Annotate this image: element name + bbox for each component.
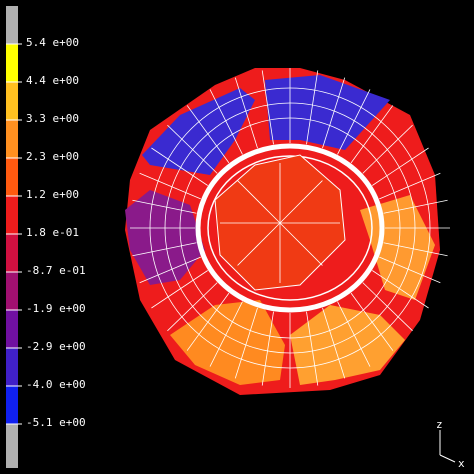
band: [6, 234, 18, 272]
mesh-line: [151, 270, 208, 309]
mesh-line: [167, 282, 218, 332]
ring: [207, 155, 373, 301]
band: [6, 6, 18, 44]
patch: [360, 195, 435, 300]
band: [6, 158, 18, 196]
mesh-line: [379, 256, 441, 284]
mesh-line: [337, 89, 371, 155]
mesh-line: [383, 199, 448, 214]
legend-label: -1.9 e+00: [26, 302, 86, 315]
mesh-line: [372, 147, 429, 186]
mesh-line: [337, 301, 371, 367]
band: [6, 82, 18, 120]
mesh-line: [322, 307, 346, 379]
color-bar: [6, 6, 18, 468]
legend-label: -5.1 e+00: [26, 416, 86, 429]
mesh: [130, 68, 450, 388]
mesh-ring: [179, 117, 401, 339]
patch: [265, 75, 390, 150]
axis-label: x: [458, 457, 465, 470]
legend-label: -4.0 e+00: [26, 378, 86, 391]
axis-line: [439, 454, 456, 463]
band: [6, 348, 18, 386]
band: [6, 310, 18, 348]
mesh-line: [139, 256, 201, 284]
legend-label: 2.3 e+00: [26, 150, 79, 163]
mesh-line: [139, 172, 201, 200]
mesh-line: [279, 222, 323, 266]
mesh-line: [383, 242, 448, 257]
legend-label: -8.7 e-01: [26, 264, 86, 277]
patch: [142, 88, 255, 175]
mesh-line: [379, 172, 441, 200]
legend-label: -2.9 e+00: [26, 340, 86, 353]
mesh-line: [167, 124, 218, 174]
band: [6, 120, 18, 158]
mesh-line: [132, 242, 197, 257]
mesh-line: [261, 70, 274, 145]
legend-label: 4.4 e+00: [26, 74, 79, 87]
mesh-line: [362, 282, 413, 332]
mesh-line: [132, 199, 197, 214]
axis-label: z: [436, 418, 443, 431]
mesh-line: [306, 70, 319, 145]
band: [6, 44, 18, 82]
mesh-line: [306, 311, 319, 386]
mesh-line: [186, 105, 230, 164]
axis-triad: z x: [436, 418, 465, 470]
mesh-line: [261, 311, 274, 386]
legend-label: 5.4 e+00: [26, 36, 79, 49]
mesh-line: [350, 292, 394, 351]
mesh-line: [209, 89, 243, 155]
ring: [195, 143, 385, 313]
mesh-line: [237, 222, 281, 266]
legend-label: 3.3 e+00: [26, 112, 79, 125]
band: [6, 196, 18, 234]
mesh-line: [237, 180, 281, 224]
mesh-line: [234, 307, 258, 379]
mesh-line: [279, 180, 323, 224]
mesh-line: [372, 270, 429, 309]
mesh-line: [186, 292, 230, 351]
mesh-line: [362, 124, 413, 174]
model: [125, 68, 450, 395]
legend-label: 1.2 e+00: [26, 188, 79, 201]
band: [6, 272, 18, 310]
mesh-ring: [149, 87, 431, 369]
mesh-line: [322, 77, 346, 149]
band: [6, 424, 18, 468]
mesh-line: [151, 147, 208, 186]
legend-labels: 5.4 e+00 4.4 e+00 3.3 e+00 2.3 e+00 1.2 e+00…: [6, 36, 86, 429]
mesh-line: [350, 105, 394, 164]
mesh-line: [234, 77, 258, 149]
mesh-ring: [164, 102, 416, 354]
mesh-line: [209, 301, 243, 367]
band: [6, 386, 18, 424]
legend-label: 1.8 e-01: [26, 226, 79, 239]
